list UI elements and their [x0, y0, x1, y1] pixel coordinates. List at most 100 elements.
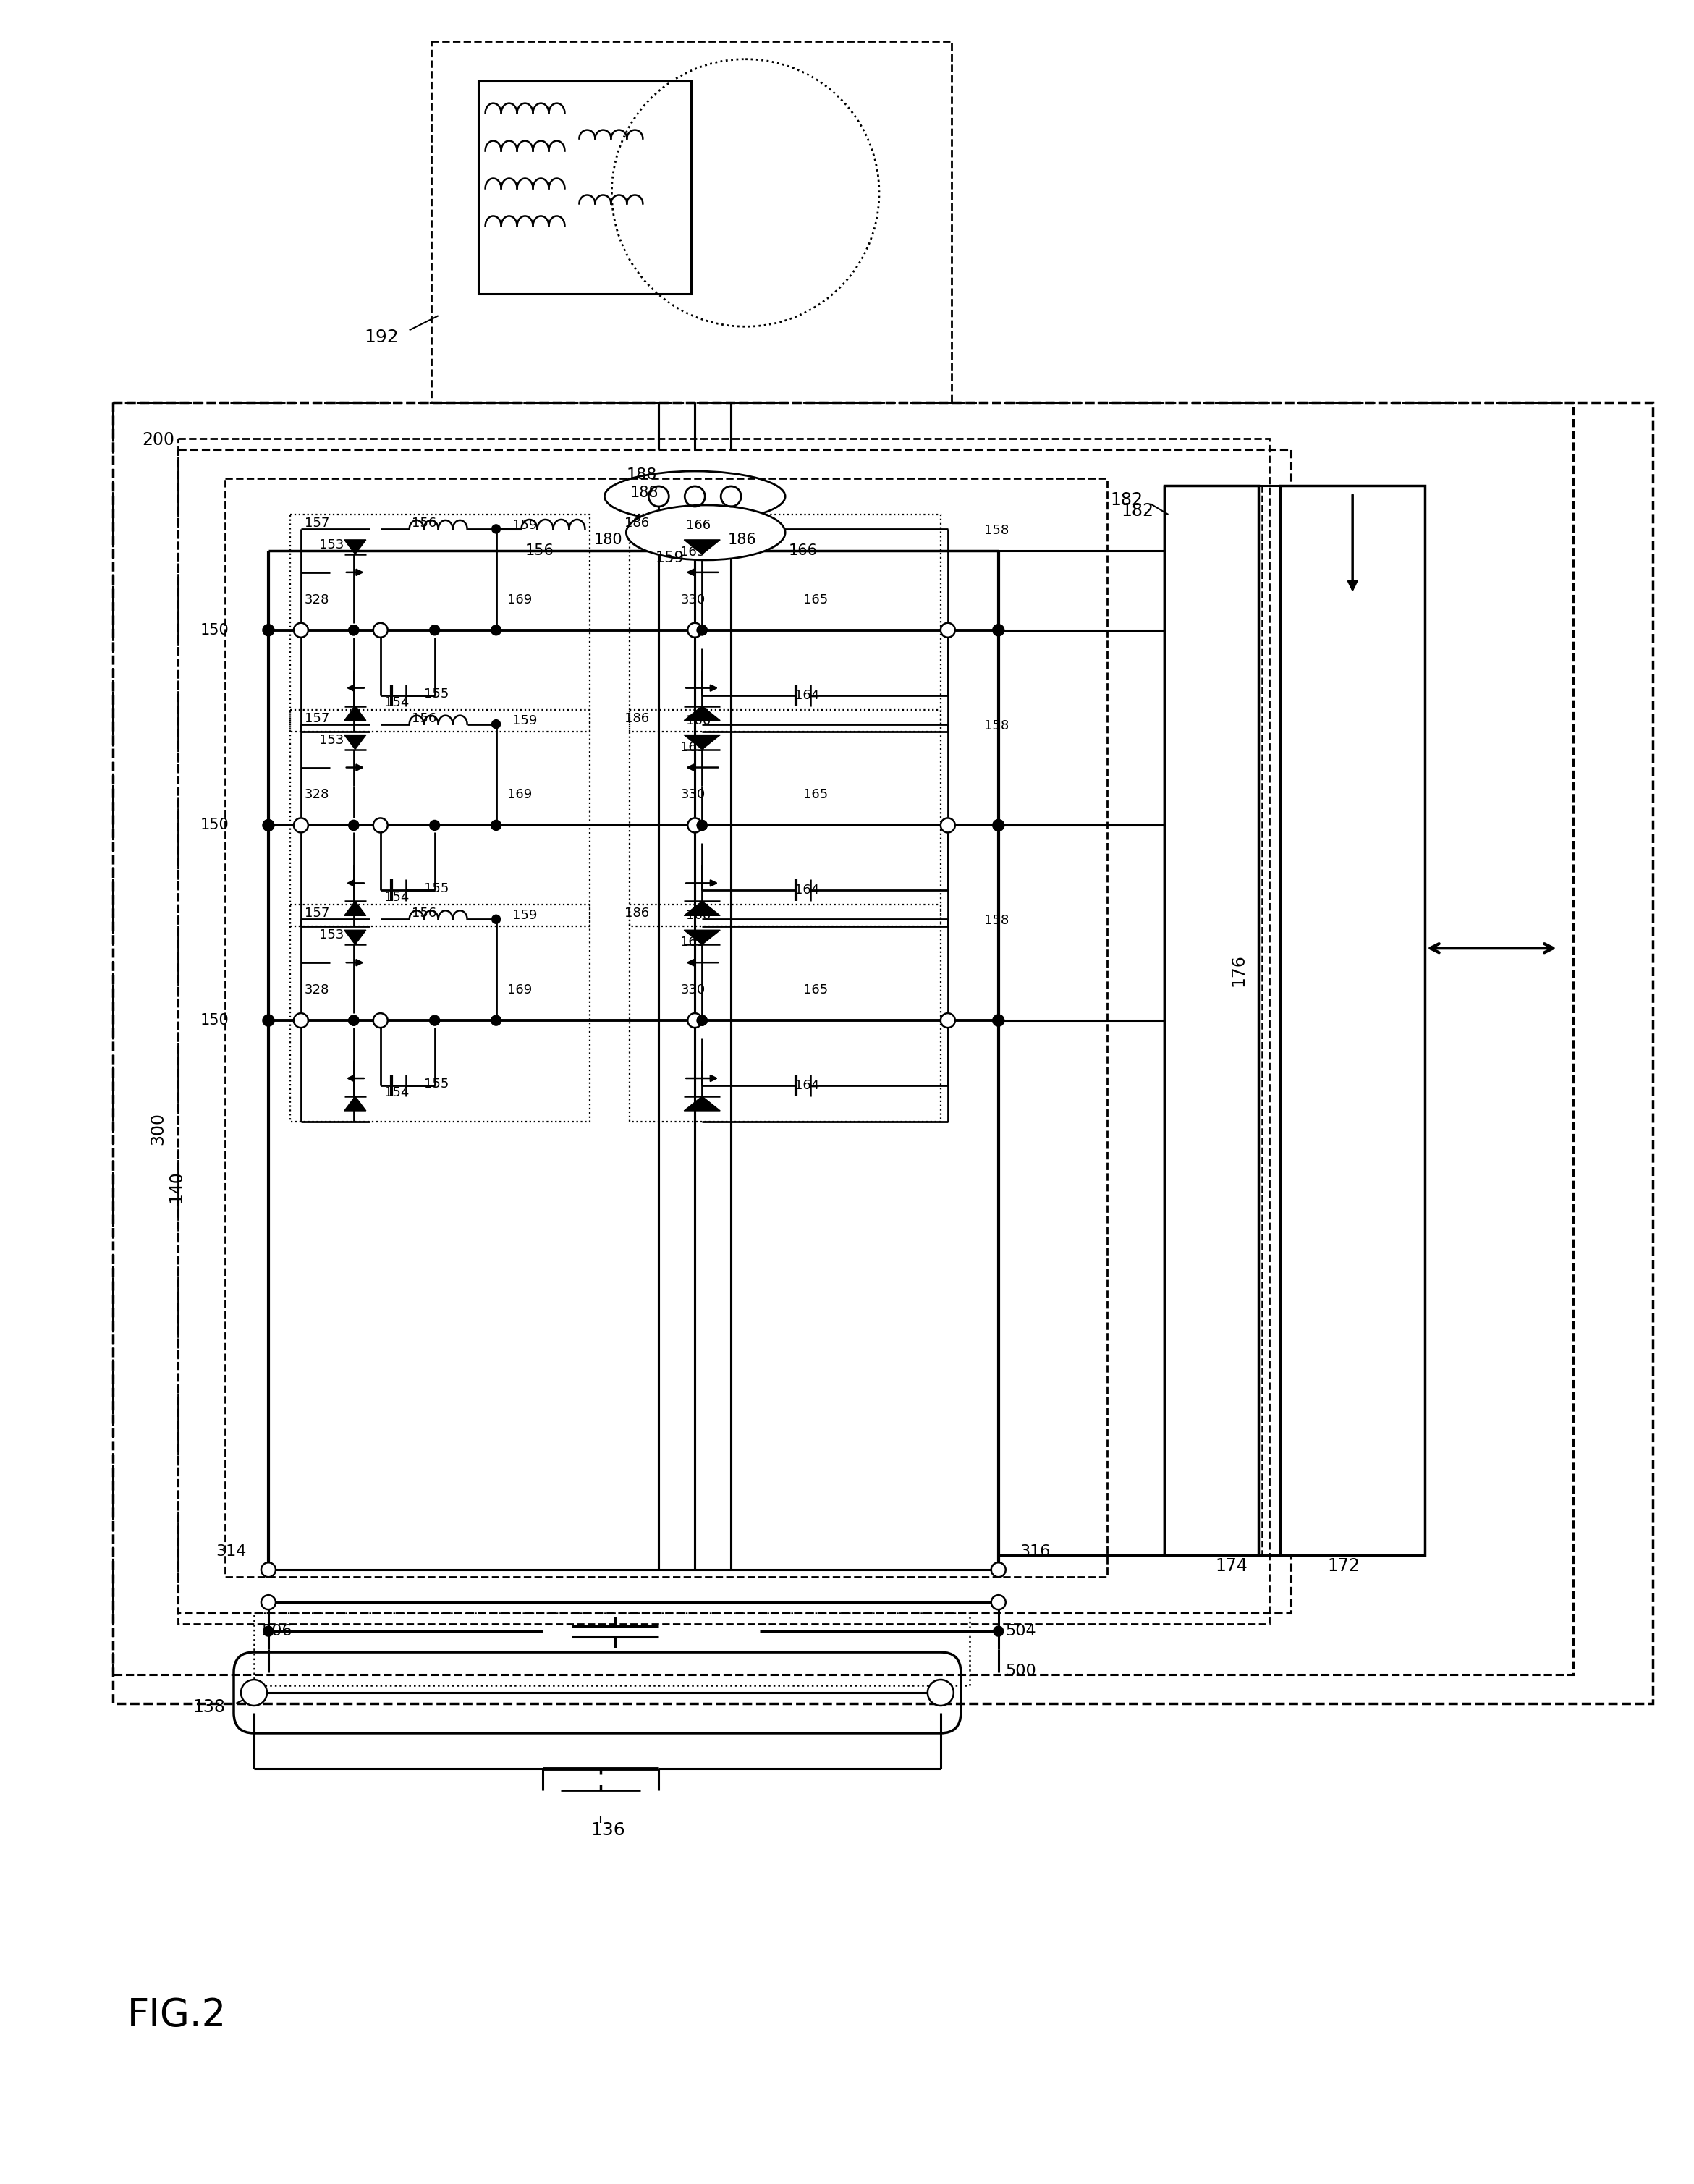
Circle shape — [612, 59, 879, 328]
Polygon shape — [344, 930, 366, 943]
Text: 330: 330 — [681, 594, 705, 607]
Text: 159: 159 — [513, 714, 537, 727]
Text: 157: 157 — [305, 712, 329, 725]
Circle shape — [993, 625, 1005, 636]
Text: 166: 166 — [686, 520, 711, 533]
Text: 158: 158 — [984, 719, 1008, 732]
Text: 506: 506 — [261, 1625, 291, 1638]
Text: 156: 156 — [412, 906, 437, 919]
Text: 504: 504 — [1006, 1625, 1037, 1638]
Circle shape — [430, 821, 440, 830]
Text: 169: 169 — [507, 983, 532, 996]
Text: 164: 164 — [794, 1079, 820, 1092]
Circle shape — [696, 1016, 706, 1026]
Bar — [225, 478, 1106, 1577]
Bar — [1165, 485, 1259, 1555]
Text: 328: 328 — [305, 983, 329, 996]
Text: 156: 156 — [412, 712, 437, 725]
Circle shape — [263, 1016, 274, 1026]
Circle shape — [263, 625, 274, 636]
Circle shape — [349, 821, 359, 830]
Text: 165: 165 — [803, 788, 828, 802]
Bar — [630, 904, 940, 1123]
Bar — [630, 710, 940, 926]
Text: 330: 330 — [681, 788, 705, 802]
Text: 186: 186 — [727, 533, 756, 546]
Text: 155: 155 — [424, 882, 449, 895]
Circle shape — [722, 487, 740, 507]
Text: 166: 166 — [686, 909, 711, 922]
Bar — [178, 439, 1269, 1625]
Text: 188: 188 — [627, 467, 657, 483]
Circle shape — [293, 1013, 308, 1029]
Circle shape — [373, 622, 388, 638]
Circle shape — [696, 821, 706, 830]
Polygon shape — [684, 539, 720, 555]
Circle shape — [991, 1562, 1006, 1577]
Text: FIG.2: FIG.2 — [127, 1996, 227, 2033]
Text: 159: 159 — [656, 550, 684, 566]
Text: 157: 157 — [305, 906, 329, 919]
Circle shape — [696, 821, 706, 830]
Polygon shape — [684, 736, 720, 749]
Text: 180: 180 — [593, 533, 622, 546]
Circle shape — [696, 1016, 706, 1026]
Text: 156: 156 — [412, 518, 437, 531]
Circle shape — [349, 625, 359, 636]
Text: 188: 188 — [630, 485, 659, 500]
Text: 159: 159 — [513, 520, 537, 533]
Circle shape — [491, 1016, 501, 1026]
Circle shape — [293, 622, 308, 638]
Text: 182: 182 — [1110, 491, 1143, 509]
Polygon shape — [344, 1096, 366, 1112]
Bar — [254, 1614, 969, 1686]
Circle shape — [684, 487, 705, 507]
Text: 164: 164 — [794, 688, 820, 701]
Text: 155: 155 — [424, 688, 449, 701]
Bar — [113, 402, 1574, 1675]
Text: 154: 154 — [385, 697, 408, 710]
Bar — [478, 81, 691, 295]
Text: 156: 156 — [525, 544, 554, 557]
Text: 157: 157 — [305, 518, 329, 531]
Circle shape — [491, 524, 500, 533]
Text: 163: 163 — [681, 740, 705, 753]
Text: 300: 300 — [149, 1112, 166, 1144]
Text: 314: 314 — [217, 1544, 247, 1559]
Bar — [1281, 485, 1425, 1555]
Text: 174: 174 — [1215, 1557, 1248, 1575]
Circle shape — [241, 1679, 268, 1706]
Bar — [430, 41, 952, 402]
Text: 154: 154 — [385, 891, 408, 904]
Text: 165: 165 — [803, 594, 828, 607]
Polygon shape — [344, 705, 366, 721]
Circle shape — [491, 821, 501, 830]
Circle shape — [349, 625, 359, 636]
Circle shape — [349, 1016, 359, 1026]
Text: 138: 138 — [193, 1699, 225, 1717]
Text: 186: 186 — [625, 906, 649, 919]
Circle shape — [349, 821, 359, 830]
Text: 155: 155 — [424, 1077, 449, 1090]
Text: 330: 330 — [681, 983, 705, 996]
Text: 316: 316 — [1020, 1544, 1050, 1559]
Circle shape — [688, 622, 701, 638]
Circle shape — [373, 819, 388, 832]
Circle shape — [940, 819, 955, 832]
Circle shape — [349, 1016, 359, 1026]
Text: 172: 172 — [1328, 1557, 1360, 1575]
Text: 153: 153 — [318, 537, 344, 550]
Text: 192: 192 — [364, 330, 398, 345]
Polygon shape — [684, 705, 720, 721]
Polygon shape — [684, 902, 720, 915]
Bar — [290, 515, 590, 732]
Circle shape — [293, 819, 308, 832]
Circle shape — [940, 622, 955, 638]
Text: 176: 176 — [1230, 954, 1247, 987]
Text: 136: 136 — [591, 1821, 625, 1839]
Text: 186: 186 — [625, 518, 649, 531]
Circle shape — [940, 1013, 955, 1029]
Text: 328: 328 — [305, 594, 329, 607]
Text: 200: 200 — [142, 432, 174, 448]
Circle shape — [991, 1594, 1006, 1610]
